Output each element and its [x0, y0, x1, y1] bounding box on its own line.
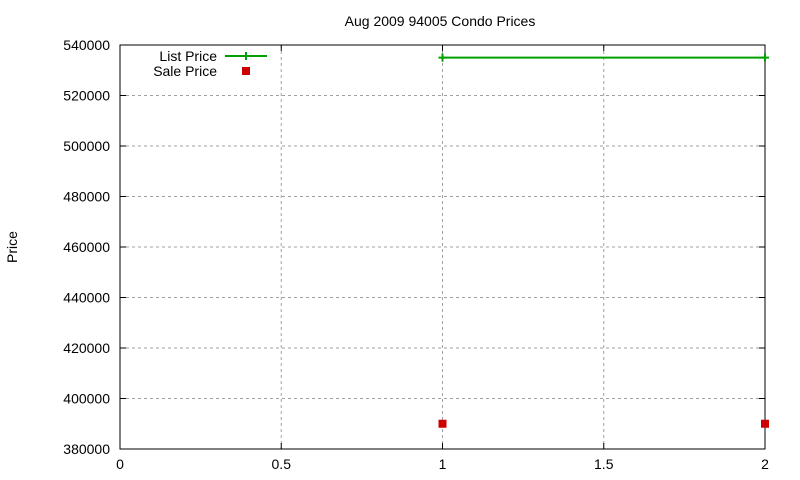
chart-title: Aug 2009 94005 Condo Prices	[345, 13, 536, 29]
square-marker-icon	[761, 419, 769, 428]
y-tick-label: 520000	[63, 88, 110, 104]
y-tick-label: 380000	[63, 441, 110, 457]
square-marker-icon	[242, 67, 250, 75]
legend-label: Sale Price	[153, 63, 217, 79]
y-tick-label: 540000	[63, 37, 110, 53]
data-series	[438, 53, 769, 428]
y-tick-label: 420000	[63, 340, 110, 356]
y-tick-label: 500000	[63, 138, 110, 154]
x-tick-label: 0.5	[272, 456, 292, 472]
legend-label: List Price	[159, 48, 217, 64]
y-tick-label: 460000	[63, 239, 110, 255]
y-tick-label: 400000	[63, 391, 110, 407]
grid-lines	[120, 45, 765, 449]
plot-frame	[119, 44, 766, 450]
x-tick-label: 1	[439, 456, 447, 472]
x-tick-label: 1.5	[594, 456, 614, 472]
square-marker-icon	[438, 419, 447, 428]
axis-ticks: 380000 400000 420000 440000 460000 480000 5000…	[63, 37, 769, 472]
x-tick-label: 0	[116, 456, 124, 472]
x-tick-label: 2	[761, 456, 769, 472]
y-tick-label: 440000	[63, 290, 110, 306]
y-tick-label: 480000	[63, 189, 110, 205]
y-axis-label: Price	[4, 231, 20, 263]
